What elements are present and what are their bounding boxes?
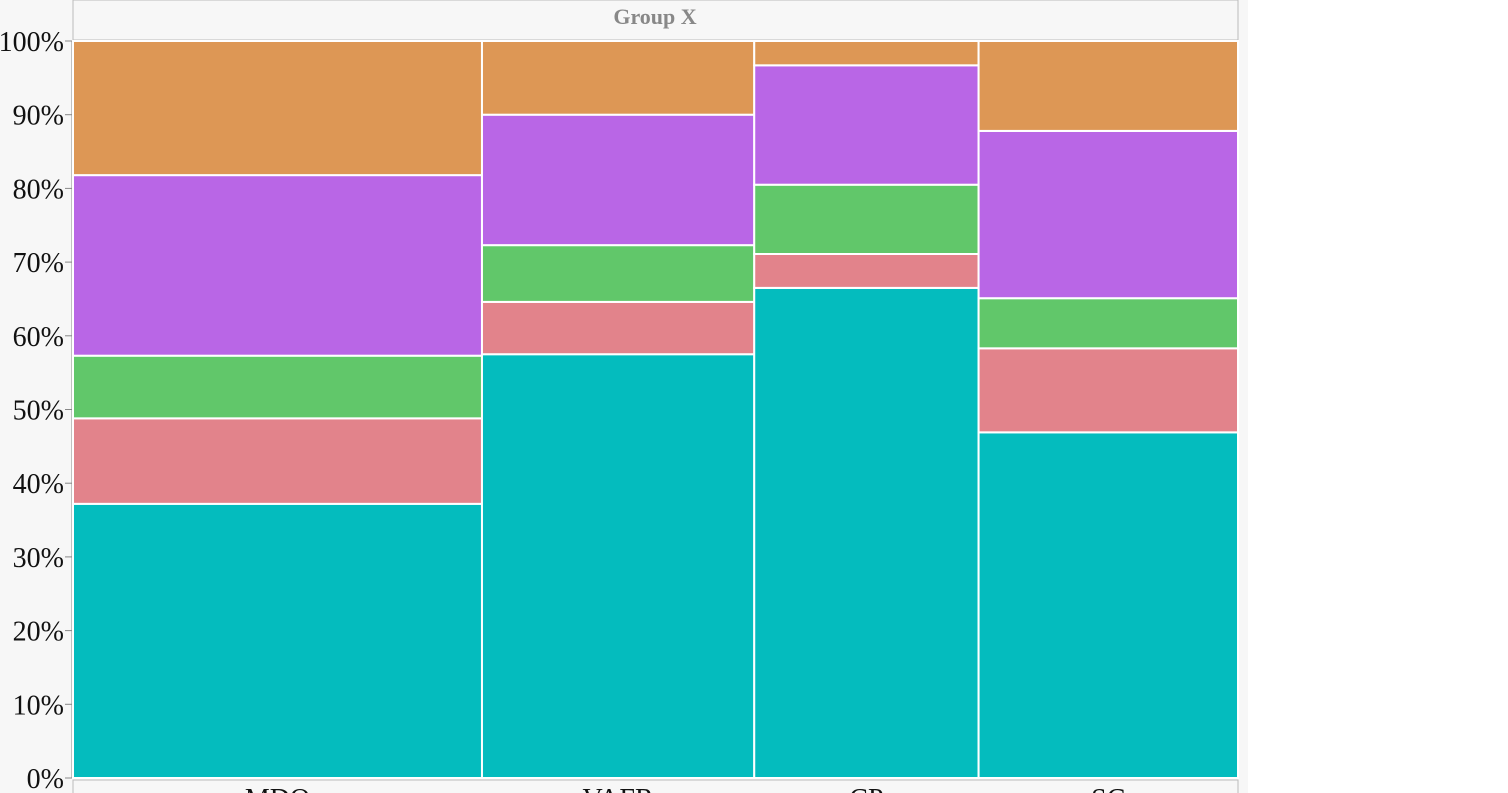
y-tick-label: 80% (13, 174, 64, 205)
y-tick-label: 30% (13, 543, 64, 574)
y-tick-label: 10% (13, 690, 64, 721)
mosaic-cell (977, 129, 1240, 300)
mosaic-cell (480, 353, 756, 779)
y-tick-label: 90% (13, 101, 64, 132)
mosaic-cell (753, 64, 980, 186)
mosaic-cell (72, 502, 483, 779)
mosaic-cell (753, 286, 980, 779)
mosaic-cell (480, 40, 756, 116)
x-tick-label: CP (849, 784, 883, 793)
mosaic-cell (753, 183, 980, 255)
header-box (72, 0, 1239, 41)
mosaic-cell (480, 300, 756, 356)
mosaic-cell (753, 40, 980, 67)
y-tick-label: 70% (13, 248, 64, 279)
mosaic-cell (72, 174, 483, 357)
y-tick-label: 0% (27, 764, 64, 793)
mosaic-cell (480, 244, 756, 303)
x-tick-label: VAFR (583, 784, 654, 793)
y-tick-label: 20% (13, 617, 64, 648)
mosaic-cell (72, 354, 483, 420)
y-tick-label: 60% (13, 322, 64, 353)
y-tick-label: 100% (0, 27, 64, 58)
x-tick-label: SC (1091, 784, 1125, 793)
mosaic-cell (977, 347, 1240, 434)
mosaic-cell (977, 40, 1240, 132)
mosaic-cell (72, 40, 483, 177)
y-tick-label: 40% (13, 469, 64, 500)
mosaic-cell (480, 113, 756, 247)
mosaic-cell (753, 252, 980, 289)
mosaic-cell (977, 431, 1240, 779)
x-tick-label: MDO (245, 784, 310, 793)
chart-title: Group X (613, 4, 696, 29)
mosaic-cell (72, 417, 483, 505)
y-tick-label: 50% (13, 396, 64, 427)
footer-box (72, 779, 1239, 793)
mosaic-cell (977, 297, 1240, 350)
